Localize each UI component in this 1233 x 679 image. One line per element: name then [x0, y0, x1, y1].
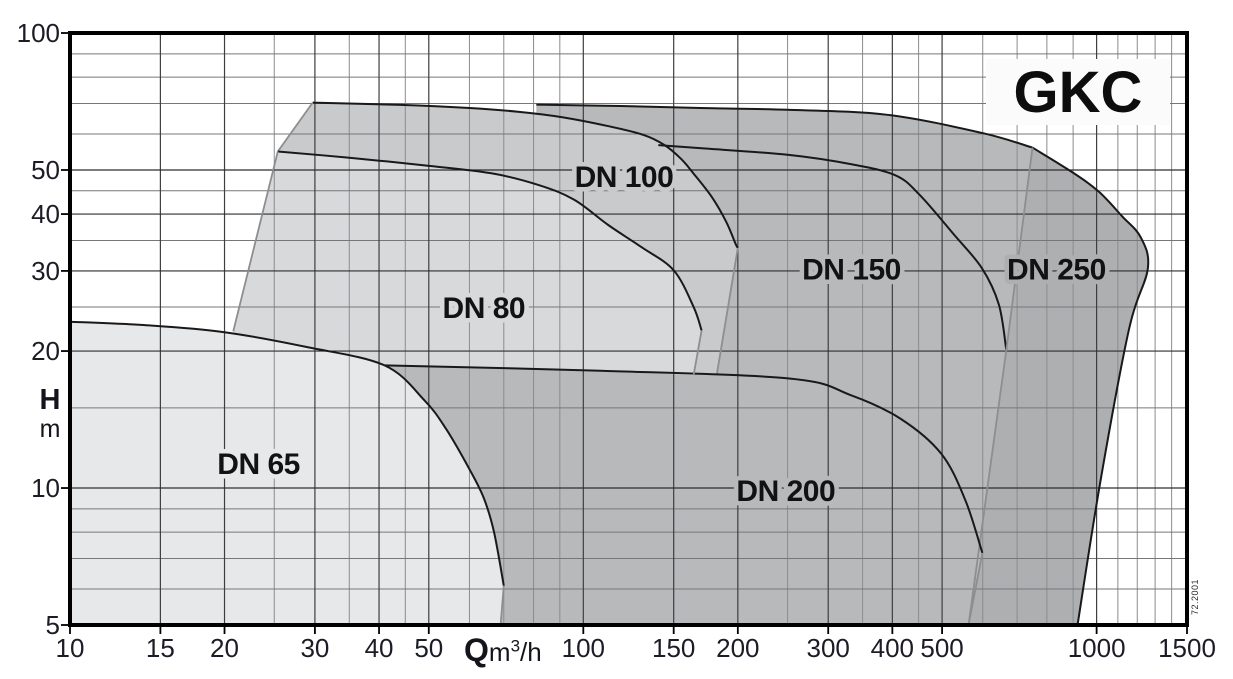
series-title: GKC: [1013, 59, 1143, 125]
svg-text:40: 40: [365, 633, 394, 663]
region-dn100-left-edge: [277, 102, 314, 153]
svg-text:1500: 1500: [1158, 633, 1216, 663]
region-dn100-label: DN 100: [575, 161, 674, 194]
svg-text:50: 50: [31, 155, 60, 185]
series-title-box: GKC: [986, 59, 1170, 125]
region-dn150-label: DN 150: [802, 253, 901, 286]
region-dn65-boundary: [69, 320, 505, 586]
region-dn200-closing-edge: [967, 552, 984, 626]
region-dn80-closing-edge: [692, 330, 703, 376]
region-dn150-closing-edge: [967, 147, 1034, 626]
svg-text:150: 150: [652, 633, 695, 663]
region-dn200-boundary: [384, 364, 984, 554]
region-dn65-closing-edge: [499, 585, 505, 626]
svg-text:50: 50: [414, 633, 443, 663]
x-axis-label: Qm3/h: [464, 632, 542, 668]
region-dn65-label: DN 65: [217, 448, 300, 481]
y-axis-label: H: [39, 384, 61, 416]
svg-text:400: 400: [871, 633, 914, 663]
region-dn250-fill: [968, 147, 1149, 625]
region-dn250-label: DN 250: [1007, 253, 1106, 286]
svg-text:40: 40: [31, 199, 60, 229]
svg-text:20: 20: [31, 336, 60, 366]
x-axis-symbol: Q: [464, 632, 489, 668]
region-labels: DN 250 DN 150 DN 100 DN 200 DN 80 DN 65: [213, 157, 1111, 513]
region-dn250-boundary: [1031, 146, 1150, 626]
svg-text:1000: 1000: [1068, 633, 1126, 663]
revision-stamp: 72.2001: [1190, 578, 1200, 616]
region-dn150-boundary: [536, 103, 1033, 149]
axis-tick-labels: 10 15 20 30 40 50 100 150 200 300 400 500 1000 1500 10…: [17, 18, 1216, 663]
region-boundaries: [69, 101, 1150, 626]
svg-text:30: 30: [31, 256, 60, 286]
region-dn80-label: DN 80: [443, 292, 526, 325]
region-dn100-boundary: [312, 101, 739, 249]
svg-text:500: 500: [920, 633, 963, 663]
svg-text:30: 30: [300, 633, 329, 663]
region-dn65-fill: [70, 321, 504, 625]
axis-ticks: [61, 32, 1188, 634]
svg-text:20: 20: [210, 633, 239, 663]
svg-text:15: 15: [146, 633, 175, 663]
svg-text:200: 200: [716, 633, 759, 663]
y-axis-unit: m: [39, 415, 61, 443]
svg-text:10: 10: [56, 633, 85, 663]
svg-text:300: 300: [807, 633, 850, 663]
svg-text:10: 10: [31, 473, 60, 503]
svg-text:100: 100: [17, 18, 60, 48]
region-dn250-hidden-boundary: [658, 144, 1008, 351]
region-dn80-boundary: [277, 150, 703, 331]
region-dn200-label: DN 200: [736, 475, 835, 508]
svg-text:5: 5: [46, 610, 60, 640]
plot-frame: [68, 31, 1189, 627]
region-dn100-closing-edge: [715, 247, 739, 375]
region-dn80-left-edge: [232, 151, 279, 332]
svg-text:100: 100: [562, 633, 605, 663]
